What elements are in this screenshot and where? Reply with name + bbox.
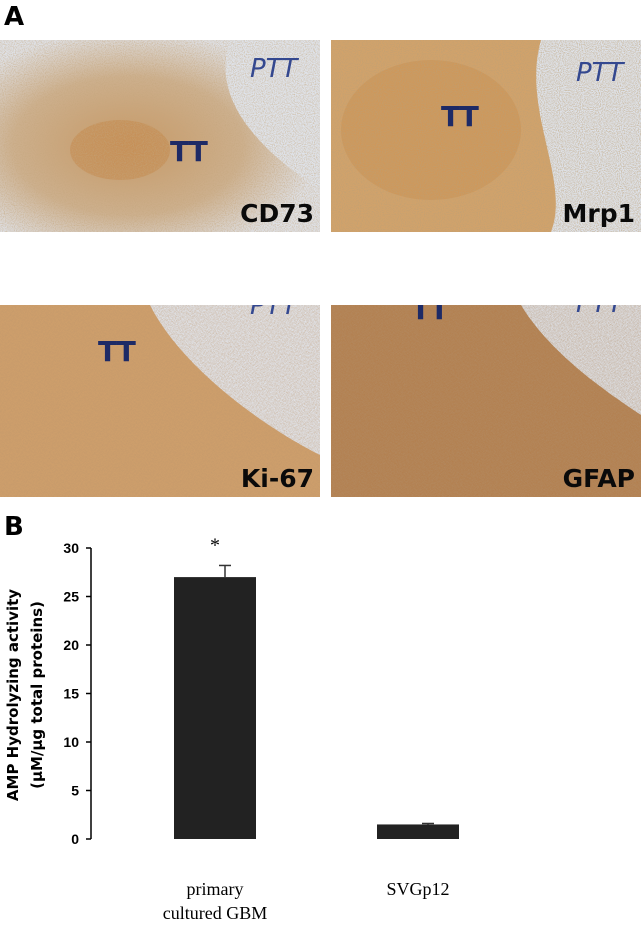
category-label: SVGp12 (386, 879, 449, 899)
peritumor-tissue-label: PTT (576, 58, 624, 88)
y-tick-label: 15 (63, 686, 79, 702)
panel-a-label: A (4, 2, 25, 32)
micrograph-mrp1: TT PTT Mrp1 (331, 40, 641, 232)
axes: 0 5 10 15 20 25 30 (63, 540, 92, 847)
bar (377, 824, 459, 839)
y-tick-label: 0 (71, 831, 79, 847)
tumor-tissue-label: TT (170, 135, 208, 168)
category-label: cultured GBM (163, 903, 267, 923)
bar-chart: AMP Hydrolyzing activity (µM/µg total pro… (4, 534, 459, 923)
y-tick-label: 10 (63, 734, 79, 750)
bar (174, 577, 256, 839)
tumor-tissue-label: TT (98, 335, 136, 368)
peritumor-tissue-label: PTT (250, 54, 298, 84)
peritumor-tissue-label: PTT (576, 305, 623, 319)
y-axis-label-line: AMP Hydrolyzing activity (4, 589, 22, 801)
micrograph-gfap: TT PTT GFAP (331, 305, 641, 497)
category-label: primary (187, 879, 244, 899)
tumor-tissue-label: TT (411, 305, 449, 326)
y-tick-label: 25 (63, 589, 79, 605)
tumor-tissue-label: TT (441, 100, 479, 133)
y-tick-label: 5 (71, 783, 79, 799)
y-axis-label: AMP Hydrolyzing activity (µM/µg total pro… (4, 589, 46, 801)
y-axis-label-line: (µM/µg total proteins) (28, 601, 46, 789)
stain-marker-label: GFAP (562, 464, 635, 493)
stain-marker-label: Ki-67 (240, 464, 314, 493)
bars: * (174, 534, 459, 839)
peritumor-tissue-label: PTT (250, 305, 298, 321)
panel-b-label: B (4, 512, 24, 542)
category-labels: primary cultured GBM SVGp12 (163, 879, 450, 923)
y-tick-label: 20 (63, 637, 79, 653)
micrograph-ki67: TT PTT Ki-67 (0, 305, 320, 497)
stain-marker-label: Mrp1 (562, 199, 636, 228)
significance-marker: * (210, 534, 220, 556)
micrograph-cd73: TT PTT CD73 (0, 40, 320, 232)
stain-marker-label: CD73 (240, 199, 314, 228)
y-tick-label: 30 (63, 540, 79, 556)
